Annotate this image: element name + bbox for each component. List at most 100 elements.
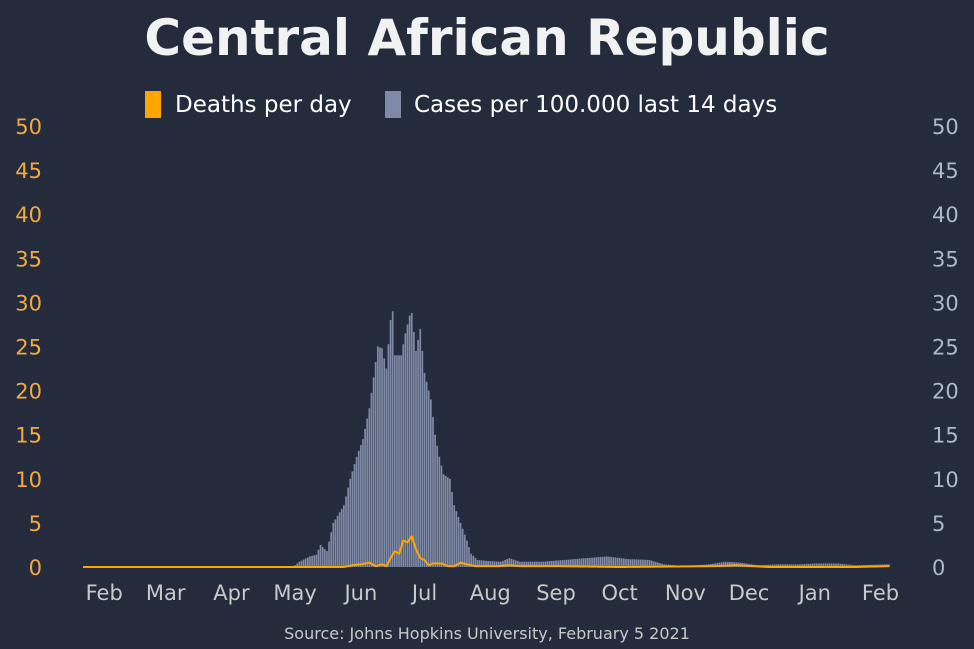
cases-bar <box>336 515 339 567</box>
cases-bar <box>351 471 354 567</box>
cases-bar <box>661 563 663 567</box>
cases-bar <box>476 559 479 567</box>
cases-bar <box>506 559 509 567</box>
cases-bar <box>820 563 822 567</box>
cases-bar <box>654 561 657 567</box>
cases-bar <box>648 559 651 567</box>
cases-bar <box>504 559 506 567</box>
cases-bar <box>563 559 566 567</box>
cases-bar <box>559 560 562 567</box>
cases-bar <box>811 563 814 567</box>
cases-bar <box>529 561 532 567</box>
cases-bar <box>400 355 403 567</box>
cases-bar <box>726 561 729 567</box>
cases-bar <box>635 559 638 567</box>
cases-bar <box>419 328 422 567</box>
cases-bar <box>784 564 786 567</box>
cases-bar <box>716 563 719 567</box>
cases-bar <box>421 350 424 567</box>
cases-bar <box>470 553 472 567</box>
cases-bar <box>519 561 521 567</box>
chart-title: Central African Republic <box>144 9 829 67</box>
deaths-line <box>83 535 890 568</box>
cases-bar <box>383 358 386 567</box>
cases-bar <box>652 561 655 567</box>
x-tick-label: Sep <box>536 581 576 605</box>
cases-bar <box>512 559 515 567</box>
y-right-tick-label: 0 <box>932 556 945 580</box>
cases-bar <box>497 561 500 567</box>
cases-bar <box>317 549 320 567</box>
cases-bar <box>578 558 581 567</box>
cases-bar <box>843 564 846 567</box>
cases-bar <box>413 331 415 567</box>
y-right-tick-label: 30 <box>932 291 959 315</box>
y-left-tick-label: 0 <box>29 556 42 580</box>
x-tick-label: Feb <box>862 581 899 605</box>
cases-bar <box>345 496 347 567</box>
cases-bar <box>330 532 333 567</box>
cases-bar <box>334 519 337 567</box>
source-note: Source: Johns Hopkins University, Februa… <box>284 624 690 643</box>
cases-bar <box>457 517 460 567</box>
y-right-tick-label: 35 <box>932 247 959 271</box>
cases-bar <box>410 312 413 567</box>
cases-bar <box>633 559 636 567</box>
cases-bar <box>625 558 627 567</box>
y-left-tick-label: 25 <box>15 336 42 360</box>
y-left-tick-label: 10 <box>15 468 42 492</box>
cases-bar <box>372 377 375 567</box>
cases-bar <box>385 368 388 567</box>
cases-bar <box>718 562 721 567</box>
cases-bar <box>362 439 364 567</box>
cases-bar <box>521 561 523 567</box>
x-tick-label: May <box>273 581 316 605</box>
cases-bar <box>631 559 634 567</box>
cases-bar <box>553 560 555 567</box>
cases-bar <box>769 564 772 567</box>
cases-bar <box>584 558 587 567</box>
cases-bar <box>531 561 534 567</box>
y-left-tick-label: 20 <box>15 380 42 404</box>
cases-bar <box>629 559 632 567</box>
cases-bars <box>294 311 890 567</box>
y-left-tick-label: 30 <box>15 291 42 315</box>
cases-bar <box>468 547 470 567</box>
cases-bar <box>557 560 559 567</box>
cases-bar <box>790 564 793 567</box>
cases-bar <box>459 522 462 567</box>
cases-bar <box>304 558 307 567</box>
cases-bar <box>582 558 585 567</box>
cases-bar <box>639 559 642 567</box>
cases-bar <box>845 564 848 567</box>
cases-bar <box>591 557 593 567</box>
cases-bar <box>614 557 617 567</box>
cases-bar <box>353 464 356 567</box>
cases-bar <box>796 564 799 567</box>
cases-bar <box>500 561 502 567</box>
cases-bar <box>508 558 511 567</box>
cases-bar <box>612 557 615 567</box>
x-tick-label: Mar <box>146 581 186 605</box>
cases-bar <box>616 557 619 567</box>
cases-bar <box>576 558 579 567</box>
cases-bar <box>527 561 530 567</box>
cases-bar <box>837 563 839 567</box>
cases-bar <box>432 417 434 567</box>
cases-bar <box>779 564 782 567</box>
cases-bar <box>491 561 494 567</box>
cases-bar <box>423 372 426 567</box>
cases-bar <box>608 556 610 567</box>
cases-bar <box>298 561 301 567</box>
x-tick-label: Nov <box>665 581 706 605</box>
cases-bar <box>767 564 769 567</box>
cases-bar <box>427 390 430 567</box>
cases-bar <box>809 563 812 567</box>
cases-bar <box>366 418 369 567</box>
y-right-tick-label: 40 <box>932 203 959 227</box>
cases-bar <box>601 556 604 567</box>
cases-bar <box>833 563 835 567</box>
cases-bar <box>493 561 496 567</box>
cases-bar <box>323 549 326 567</box>
cases-bar <box>440 465 443 567</box>
